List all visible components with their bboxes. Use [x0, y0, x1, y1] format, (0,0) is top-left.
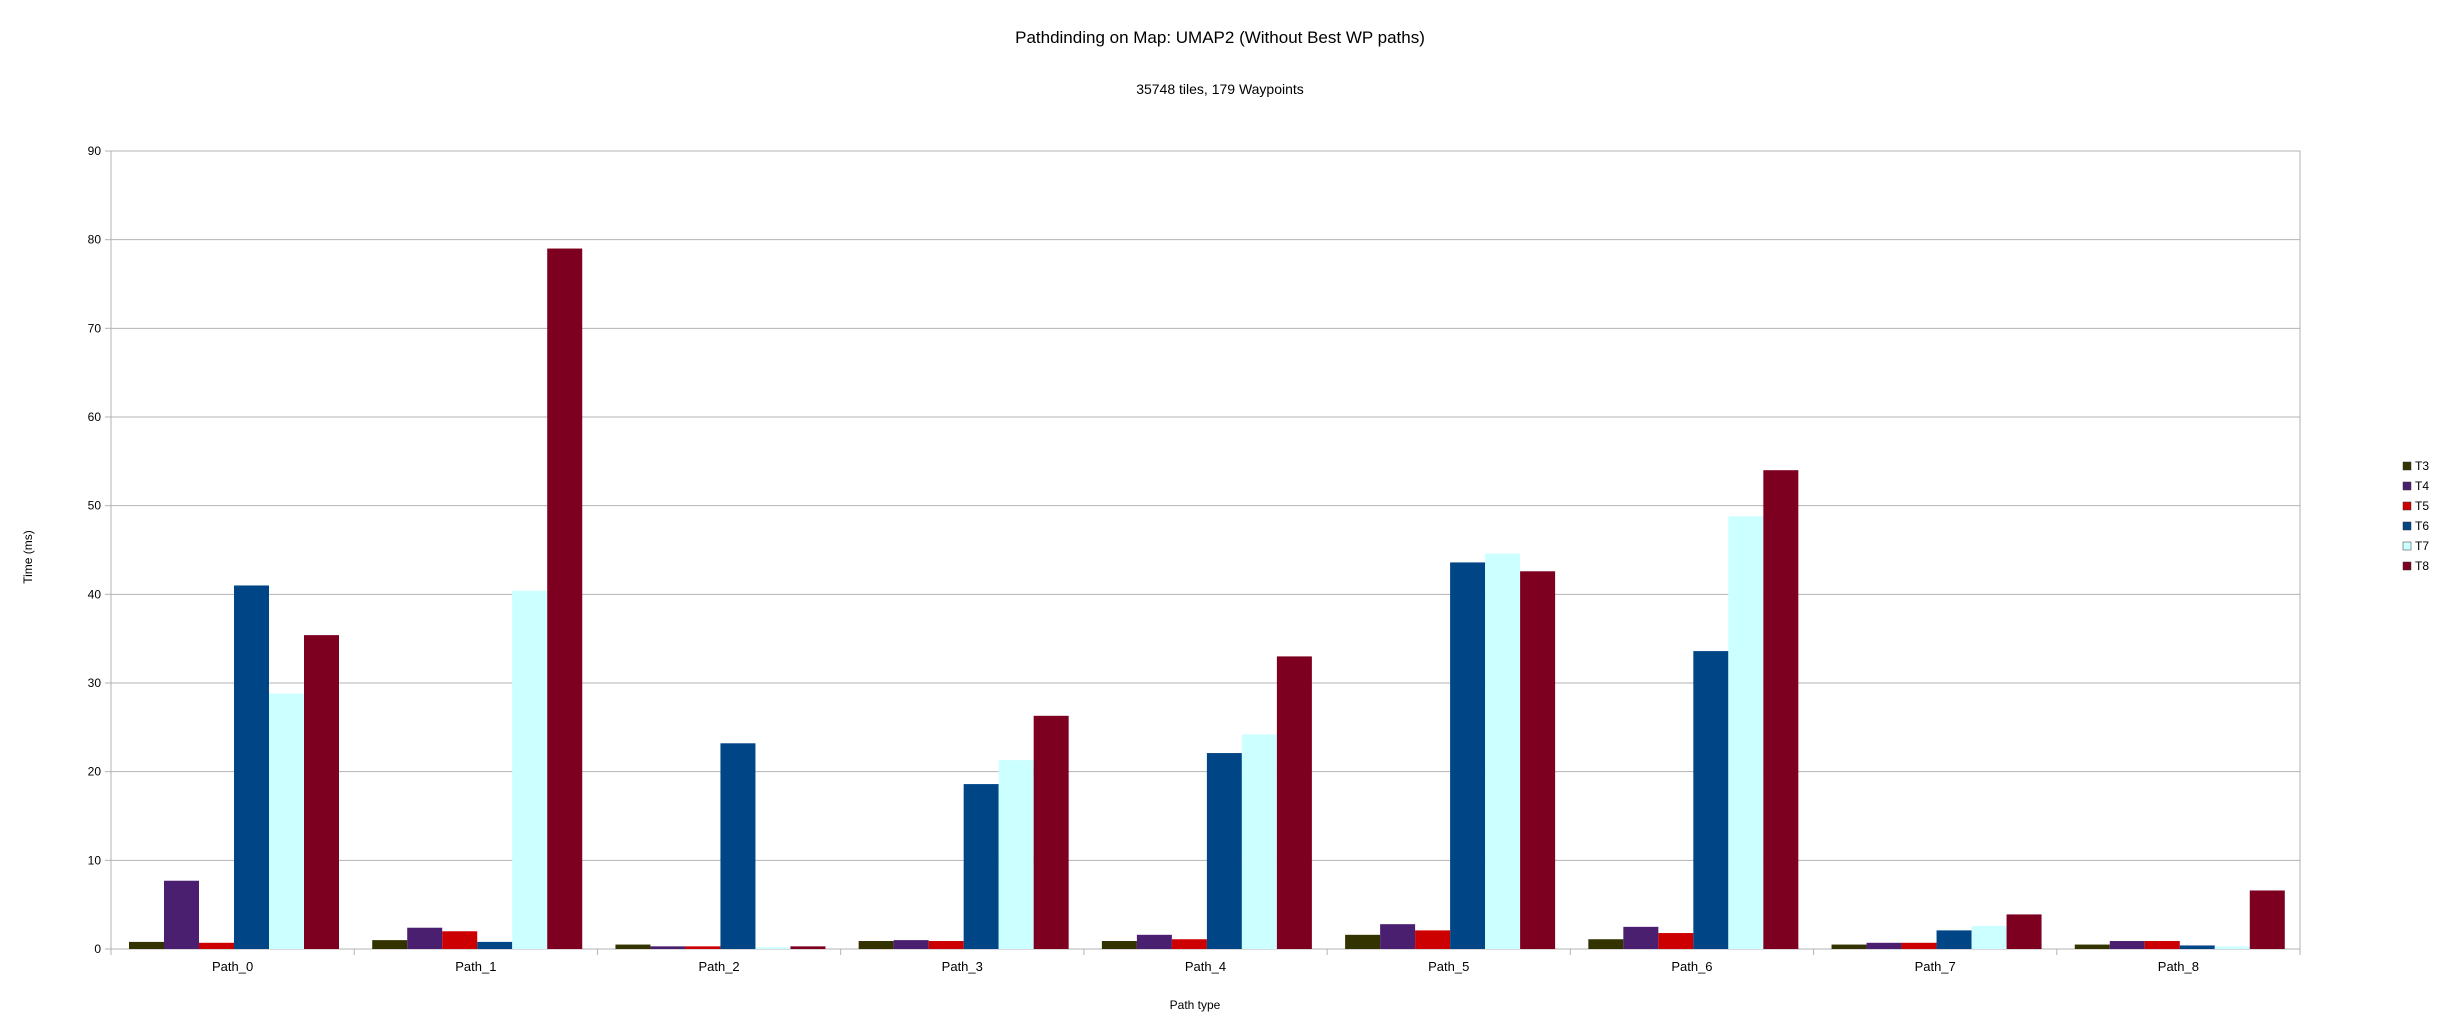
x-tick-label: Path_3 — [942, 959, 983, 974]
bar-T5-Path_0 — [199, 942, 234, 949]
y-axis-label: Time (ms) — [21, 530, 35, 584]
x-tick-label: Path_7 — [1915, 959, 1956, 974]
bar-T5-Path_1 — [442, 931, 478, 949]
x-tick-label: Path_6 — [1671, 959, 1712, 974]
bar-T5-Path_7 — [1901, 942, 1937, 949]
legend-swatch-T4 — [2402, 481, 2412, 491]
bar-T4-Path_8 — [2109, 941, 2145, 949]
bar-T7-Path_0 — [269, 693, 304, 949]
bar-T4-Path_4 — [1136, 934, 1172, 949]
bar-T5-Path_5 — [1415, 930, 1451, 949]
legend-label-T4: T4 — [2415, 479, 2429, 493]
bar-T8-Path_6 — [1763, 470, 1799, 949]
bar-T7-Path_5 — [1485, 553, 1521, 949]
bar-T8-Path_5 — [1520, 571, 1556, 949]
bar-T6-Path_2 — [720, 743, 756, 949]
bar-T6-Path_5 — [1450, 562, 1486, 949]
bar-T6-Path_0 — [234, 585, 269, 949]
bar-T4-Path_7 — [1866, 942, 1902, 949]
x-tick-label: Path_1 — [455, 959, 496, 974]
bar-T8-Path_2 — [790, 946, 826, 949]
x-tick-label: Path_4 — [1185, 959, 1226, 974]
y-tick-label: 90 — [88, 144, 102, 158]
bar-T3-Path_8 — [2074, 944, 2110, 949]
legend-label-T5: T5 — [2415, 499, 2429, 513]
bar-T5-Path_4 — [1171, 939, 1207, 949]
y-tick-label: 0 — [94, 942, 101, 956]
bar-T6-Path_8 — [2179, 945, 2215, 949]
bar-T3-Path_7 — [1831, 944, 1867, 949]
plot-frame — [110, 150, 2301, 950]
bar-T7-Path_6 — [1728, 516, 1764, 949]
bar-T3-Path_3 — [858, 941, 894, 949]
bar-T3-Path_0 — [129, 941, 164, 949]
y-tick-label: 80 — [88, 233, 102, 247]
bar-T4-Path_0 — [164, 880, 199, 949]
bar-T7-Path_8 — [2214, 946, 2250, 949]
x-tick-label: Path_2 — [698, 959, 739, 974]
x-tick-label: Path_5 — [1428, 959, 1469, 974]
bar-T7-Path_7 — [1971, 925, 2007, 949]
legend-label-T7: T7 — [2415, 539, 2429, 553]
y-tick-label: 30 — [88, 676, 102, 690]
bar-T6-Path_1 — [477, 941, 513, 949]
bar-T4-Path_6 — [1623, 926, 1659, 949]
y-tick-label: 20 — [88, 765, 102, 779]
chart-title: Pathdinding on Map: UMAP2 (Without Best … — [1015, 28, 1425, 47]
x-tick-label: Path_8 — [2158, 959, 2199, 974]
bar-T8-Path_8 — [2249, 890, 2285, 949]
bar-T8-Path_3 — [1033, 715, 1069, 949]
legend-label-T6: T6 — [2415, 519, 2429, 533]
bar-T8-Path_1 — [547, 248, 583, 950]
y-tick-label: 60 — [88, 410, 102, 424]
bar-T5-Path_8 — [2144, 941, 2180, 949]
y-tick-label: 50 — [88, 499, 102, 513]
bar-T4-Path_2 — [650, 946, 686, 949]
bar-T7-Path_1 — [512, 590, 548, 949]
legend-swatch-T7 — [2402, 541, 2412, 551]
legend-swatch-T8 — [2402, 561, 2412, 571]
bar-T6-Path_7 — [1936, 930, 1972, 949]
bar-T7-Path_2 — [755, 947, 791, 949]
bar-T3-Path_6 — [1588, 939, 1624, 949]
x-axis-label: Path type — [1169, 998, 1221, 1012]
bar-T4-Path_1 — [407, 927, 443, 949]
legend-swatch-T5 — [2402, 501, 2412, 511]
bar-T8-Path_0 — [304, 635, 339, 949]
legend-swatch-T3 — [2402, 461, 2412, 471]
bar-T6-Path_4 — [1206, 753, 1242, 949]
bar-T4-Path_5 — [1380, 924, 1416, 949]
y-tick-label: 70 — [88, 321, 102, 335]
bar-T3-Path_1 — [372, 940, 408, 949]
legend-label-T8: T8 — [2415, 559, 2429, 573]
bar-T3-Path_5 — [1345, 934, 1381, 949]
chart-subtitle: 35748 tiles, 179 Waypoints — [1136, 81, 1304, 97]
bar-T8-Path_7 — [2006, 914, 2042, 949]
legend-swatch-T6 — [2402, 521, 2412, 531]
bar-T5-Path_6 — [1658, 933, 1694, 949]
bar-T3-Path_4 — [1101, 941, 1137, 949]
bar-T7-Path_4 — [1241, 734, 1277, 949]
bar-T8-Path_4 — [1276, 656, 1312, 949]
bar-T4-Path_3 — [893, 940, 929, 949]
y-tick-label: 10 — [88, 853, 102, 867]
bar-T6-Path_3 — [963, 784, 999, 949]
bar-T3-Path_2 — [615, 944, 651, 949]
bar-T7-Path_3 — [998, 760, 1034, 949]
bar-T5-Path_3 — [928, 941, 964, 949]
bar-T5-Path_2 — [685, 946, 721, 949]
legend-label-T3: T3 — [2415, 459, 2429, 473]
x-tick-label: Path_0 — [212, 959, 253, 974]
bar-T6-Path_6 — [1693, 651, 1729, 949]
y-tick-label: 40 — [88, 587, 102, 601]
